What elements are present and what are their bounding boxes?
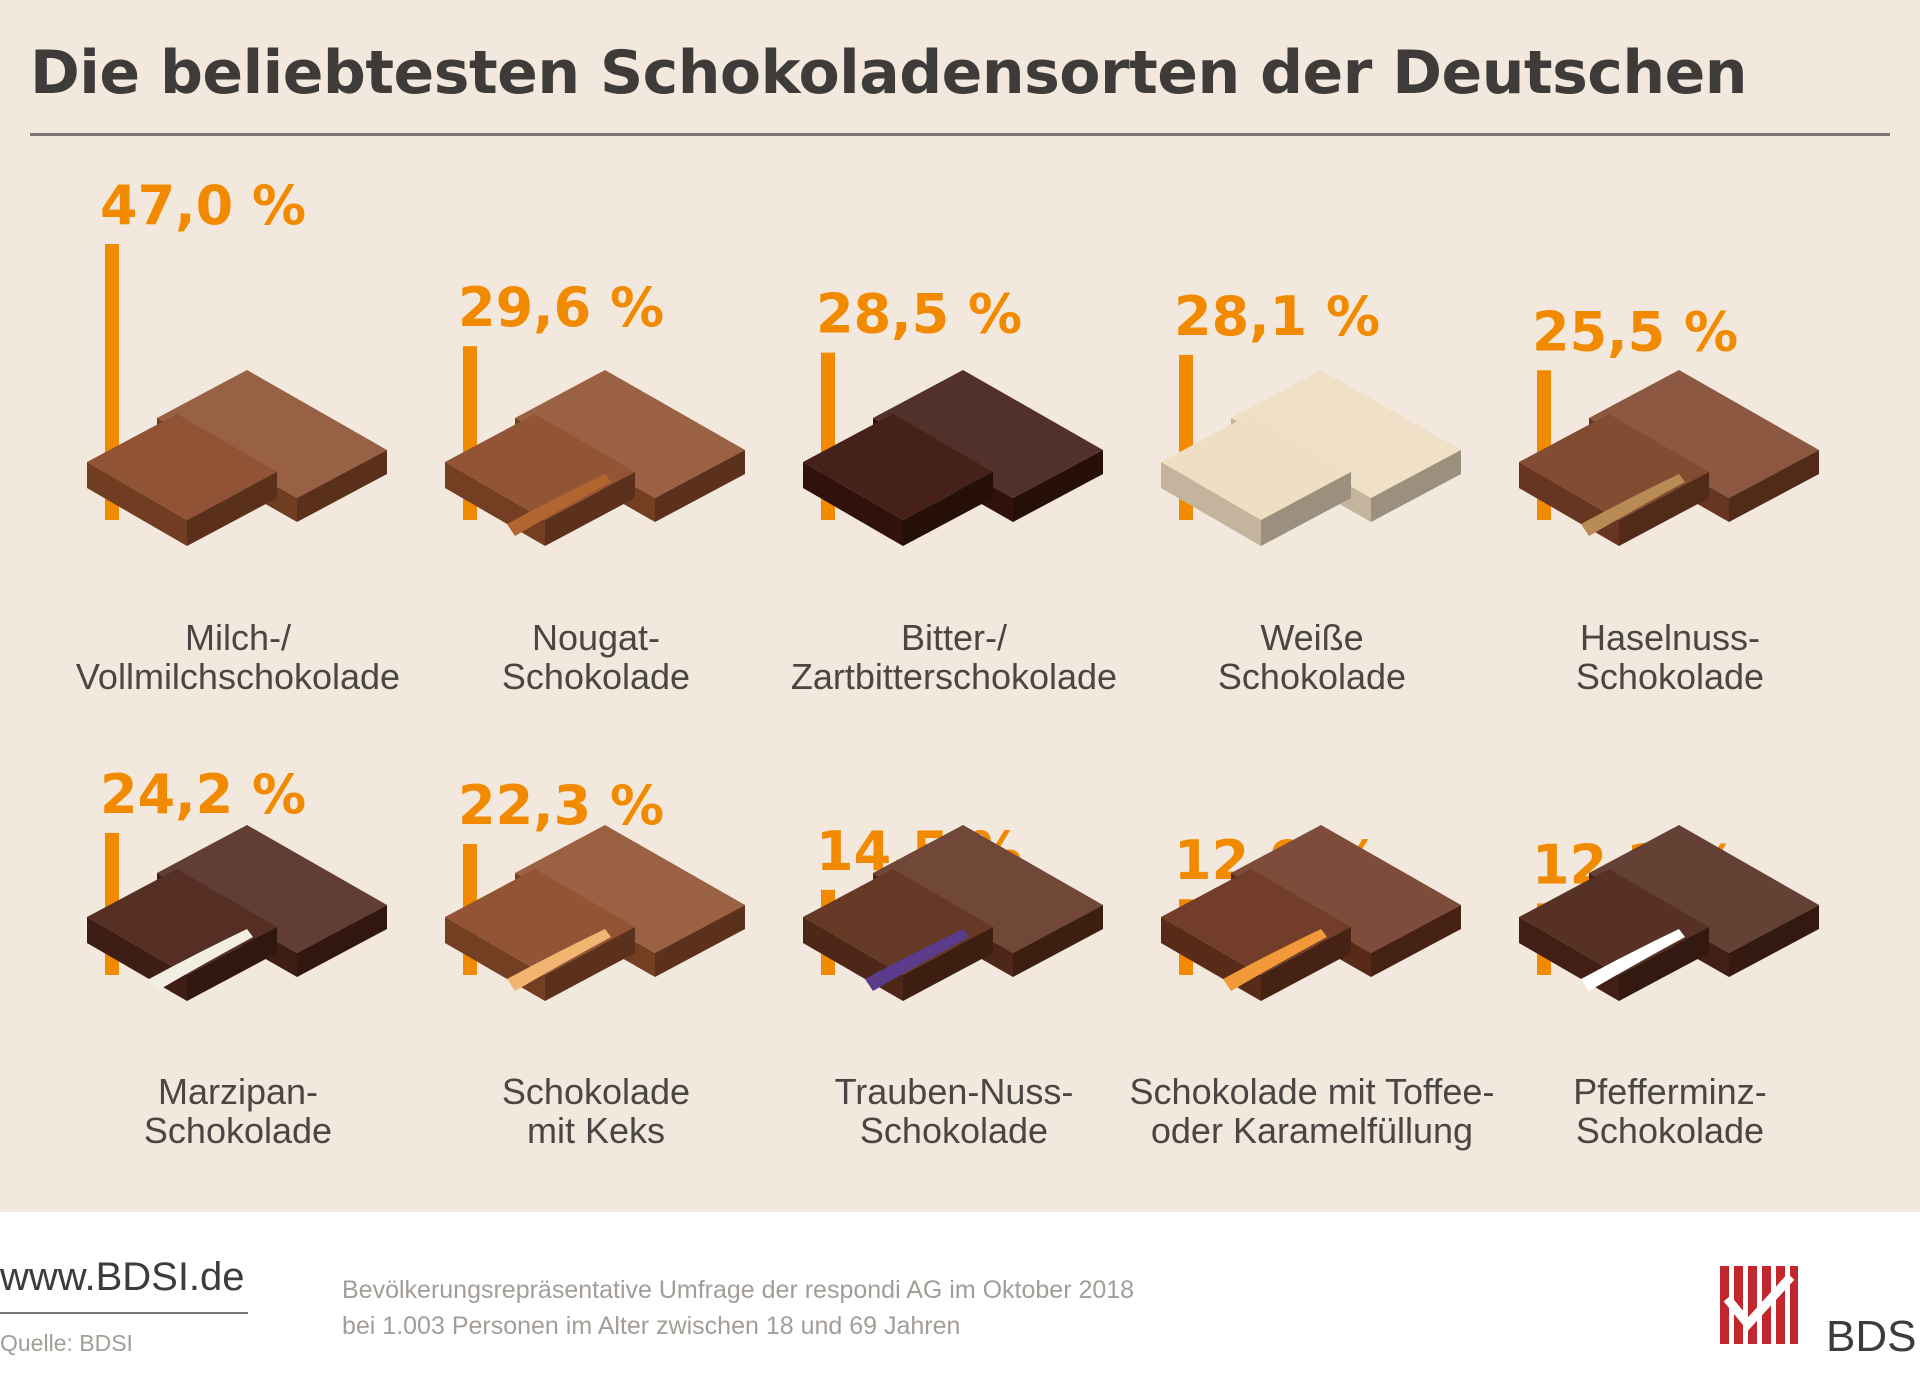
category-label-9-line-1: Schokolade mit Toffee-: [1130, 1071, 1495, 1112]
survey-note: Bevölkerungsrepräsentative Umfrage der r…: [342, 1272, 1134, 1344]
category-label-4-line-1: Weiße: [1260, 617, 1363, 658]
category-label-7-line-2: mit Keks: [527, 1110, 665, 1151]
infographic-panel: [0, 0, 1920, 1212]
chocolate-piece-icon-3: [803, 370, 1103, 546]
chart-item-1: 47,0 % Milch-/Vollmilchschokolade: [76, 174, 400, 697]
chart-item-10: 12,2 %Pfefferminz-Schokolade: [1519, 825, 1819, 1151]
category-label-10-line-1: Pfefferminz-: [1573, 1071, 1766, 1112]
category-label-7-line-1: Schokolade: [502, 1071, 690, 1112]
survey-note-line-2: bei 1.003 Personen im Alter zwischen 18 …: [342, 1312, 961, 1340]
chocolate-piece-icon-5: [1519, 370, 1819, 546]
chart-item-6: 24,2 % Marzipan-Schokolade: [87, 763, 387, 1151]
category-label-3-line-1: Bitter-/: [901, 617, 1007, 658]
website-link[interactable]: www.BDSI.de: [0, 1255, 245, 1299]
category-label-8-line-2: Schokolade: [860, 1110, 1048, 1151]
category-label-10-line-2: Schokolade: [1576, 1110, 1764, 1151]
category-label-2-line-2: Schokolade: [502, 656, 690, 697]
bdsi-logo-text: BDSI: [1826, 1312, 1920, 1361]
category-label-5-line-2: Schokolade: [1576, 656, 1764, 697]
category-label-3-line-2: Zartbitterschokolade: [791, 656, 1117, 697]
value-label-4: 28,1 %: [1174, 285, 1380, 348]
category-label-1-line-2: Vollmilchschokolade: [76, 656, 400, 697]
chocolate-piece-icon-7: [445, 825, 745, 1001]
source-text: Quelle: BDSI: [0, 1330, 133, 1356]
chart-item-5: 25,5 % Haselnuss-Schokolade: [1519, 300, 1819, 697]
value-label-7: 22,3 %: [458, 774, 664, 837]
category-label-9-line-2: oder Karamelfüllung: [1151, 1110, 1473, 1151]
chart-item-2: 29,6 % Nougat-Schokolade: [445, 276, 745, 697]
survey-note-line-1: Bevölkerungsrepräsentative Umfrage der r…: [342, 1276, 1135, 1304]
value-label-1: 47,0 %: [100, 174, 306, 237]
category-label-6-line-2: Schokolade: [144, 1110, 332, 1151]
chocolate-piece-icon-4: [1161, 370, 1461, 546]
page-title: Die beliebtesten Schokoladensorten der D…: [30, 38, 1748, 108]
value-label-2: 29,6 %: [458, 276, 664, 339]
category-label-2-line-1: Nougat-: [532, 617, 660, 658]
chart-item-9: 12,9 %Schokolade mit Toffee-oder Karamel…: [1130, 825, 1495, 1151]
chocolate-piece-icon-8: [803, 825, 1103, 1001]
title-divider: [30, 133, 1890, 136]
chocolate-piece-icon-9: [1161, 825, 1461, 1001]
value-label-3: 28,5 %: [816, 283, 1022, 346]
category-label-5-line-1: Haselnuss-: [1580, 617, 1760, 658]
chocolate-chart: 47,0 % Milch-/Vollmilchschokolade 29,6 % No…: [76, 174, 1819, 1151]
chart-item-3: 28,5 % Bitter-/Zartbitterschokolade: [791, 283, 1117, 697]
value-label-6: 24,2 %: [100, 763, 306, 826]
chocolate-piece-icon-1: [87, 370, 387, 546]
category-label-4-line-2: Schokolade: [1218, 656, 1406, 697]
chart-item-8: 14,5 %Trauben-Nuss-Schokolade: [803, 820, 1103, 1151]
chocolate-piece-icon-10: [1519, 825, 1819, 1001]
category-label-1-line-1: Milch-/: [185, 617, 291, 658]
category-label-6-line-1: Marzipan-: [158, 1071, 318, 1112]
value-label-5: 25,5 %: [1532, 300, 1738, 363]
url-divider: [0, 1312, 248, 1314]
chocolate-piece-icon-2: [445, 370, 745, 546]
category-label-8-line-1: Trauben-Nuss-: [835, 1071, 1074, 1112]
bdsi-logo-icon: [1720, 1266, 1798, 1344]
chocolate-piece-icon-6: [87, 825, 387, 1001]
